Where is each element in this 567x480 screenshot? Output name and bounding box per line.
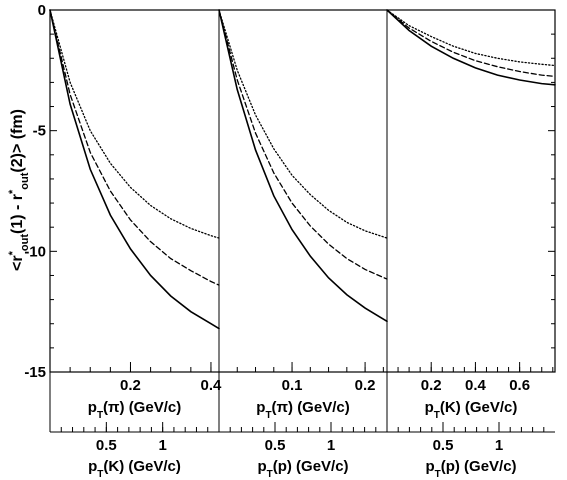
- x-axis-title: pT(K) (GeV/c): [425, 399, 518, 421]
- curve-dotted: [49, 9, 220, 239]
- secondary-axis-title: pT(K) (GeV/c): [88, 458, 181, 480]
- curve-solid: [49, 9, 220, 330]
- y-axis: 0 -5 -10 -15: [24, 2, 555, 381]
- secondary-tick-label: 1: [327, 437, 335, 454]
- curve-dashed: [218, 9, 388, 280]
- x-tick-label: 0.2: [421, 377, 442, 394]
- secondary-tick-label: 1: [158, 437, 166, 454]
- secondary-axis-title: pT(p) (GeV/c): [257, 458, 348, 480]
- x-tick-label: 0.4: [465, 377, 487, 394]
- secondary-tick-label: 0.5: [265, 437, 286, 454]
- x-tick-label: 0.6: [509, 377, 530, 394]
- x-axis-title: pT(π) (GeV/c): [256, 399, 349, 421]
- y-axis-title: <r*out(1) - r*out(2)> (fm): [7, 109, 31, 271]
- curve-dashed: [49, 9, 220, 286]
- curve-solid: [386, 9, 556, 86]
- curve-solid: [218, 9, 388, 323]
- x-tick-label: 0.4: [201, 377, 223, 394]
- curve-dotted: [218, 9, 388, 239]
- y-tick-label: -5: [33, 123, 46, 140]
- x-axes: 0.2 0.4 pT(π) (GeV/c) 0.5 1 pT(K) (GeV/c) 0.1 0…: [50, 362, 555, 480]
- y-tick-label: -10: [24, 243, 46, 260]
- plot-frame: [49, 9, 556, 373]
- x-tick-label: 0.1: [282, 377, 303, 394]
- secondary-axis-title: pT(p) (GeV/c): [425, 458, 516, 480]
- panel-frames: [49, 9, 556, 432]
- secondary-tick-label: 0.5: [433, 437, 454, 454]
- secondary-tick-label: 1: [495, 437, 503, 454]
- curves: [49, 9, 556, 330]
- curve-dotted: [386, 9, 556, 67]
- y-tick-label: -15: [24, 364, 46, 381]
- curve-dashed: [386, 9, 556, 78]
- secondary-tick-label: 0.5: [96, 437, 117, 454]
- y-tick-label: 0: [38, 2, 46, 19]
- x-tick-label: 0.2: [120, 377, 141, 394]
- x-tick-label: 0.2: [355, 377, 376, 394]
- x-axis-title: pT(π) (GeV/c): [88, 399, 181, 421]
